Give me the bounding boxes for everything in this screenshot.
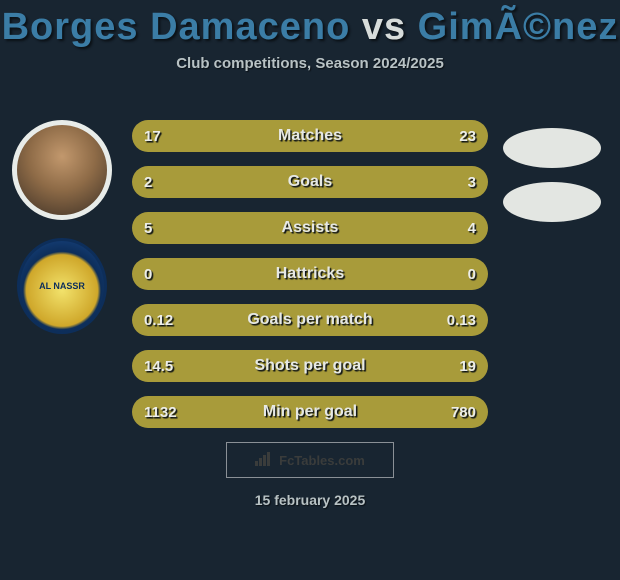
- title-vs: vs: [350, 6, 417, 48]
- stat-label: Assists: [132, 212, 488, 244]
- title-player-right: GimÃ©nez: [418, 6, 619, 48]
- stat-value-right: 23: [447, 120, 488, 152]
- club-crest-left: AL NASSR: [17, 238, 107, 334]
- subtitle: Club competitions, Season 2024/2025: [0, 55, 620, 72]
- player-photo-right-placeholder: [503, 182, 601, 222]
- comparison-card: Borges Damaceno vs GimÃ©nez Club competi…: [0, 0, 620, 580]
- stat-label: Shots per goal: [132, 350, 488, 382]
- stat-row: 14.5Shots per goal19: [132, 350, 488, 382]
- club-crest-left-label: AL NASSR: [39, 281, 85, 291]
- stat-row: 5Assists4: [132, 212, 488, 244]
- stat-row: 0.12Goals per match0.13: [132, 304, 488, 336]
- stat-row: 1132Min per goal780: [132, 396, 488, 428]
- stat-row: 17Matches23: [132, 120, 488, 152]
- stat-value-right: 780: [439, 396, 488, 428]
- stat-label: Goals: [132, 166, 488, 198]
- stat-value-right: 3: [456, 166, 488, 198]
- stat-label: Matches: [132, 120, 488, 152]
- brand-chart-icon: [255, 452, 273, 469]
- title-player-left: Borges Damaceno: [2, 6, 351, 48]
- stat-bars: 17Matches23 2Goals3 5Assists4 0Hattricks0 0.…: [132, 120, 488, 428]
- stat-row: 0Hattricks0: [132, 258, 488, 290]
- stat-label: Hattricks: [132, 258, 488, 290]
- stat-value-right: 19: [447, 350, 488, 382]
- stat-row: 2Goals3: [132, 166, 488, 198]
- stat-value-right: 0: [456, 258, 488, 290]
- stat-label: Min per goal: [132, 396, 488, 428]
- stat-value-right: 4: [456, 212, 488, 244]
- stat-value-right: 0.13: [435, 304, 488, 336]
- brand-badge[interactable]: FcTables.com: [226, 442, 394, 478]
- left-player-column: AL NASSR: [8, 120, 116, 334]
- player-photo-left: [12, 120, 112, 220]
- right-player-column: [498, 128, 606, 222]
- page-title: Borges Damaceno vs GimÃ©nez: [0, 0, 620, 49]
- footer-date: 15 february 2025: [0, 492, 620, 508]
- brand-label: FcTables.com: [279, 453, 365, 468]
- player-photo-right-placeholder: [503, 128, 601, 168]
